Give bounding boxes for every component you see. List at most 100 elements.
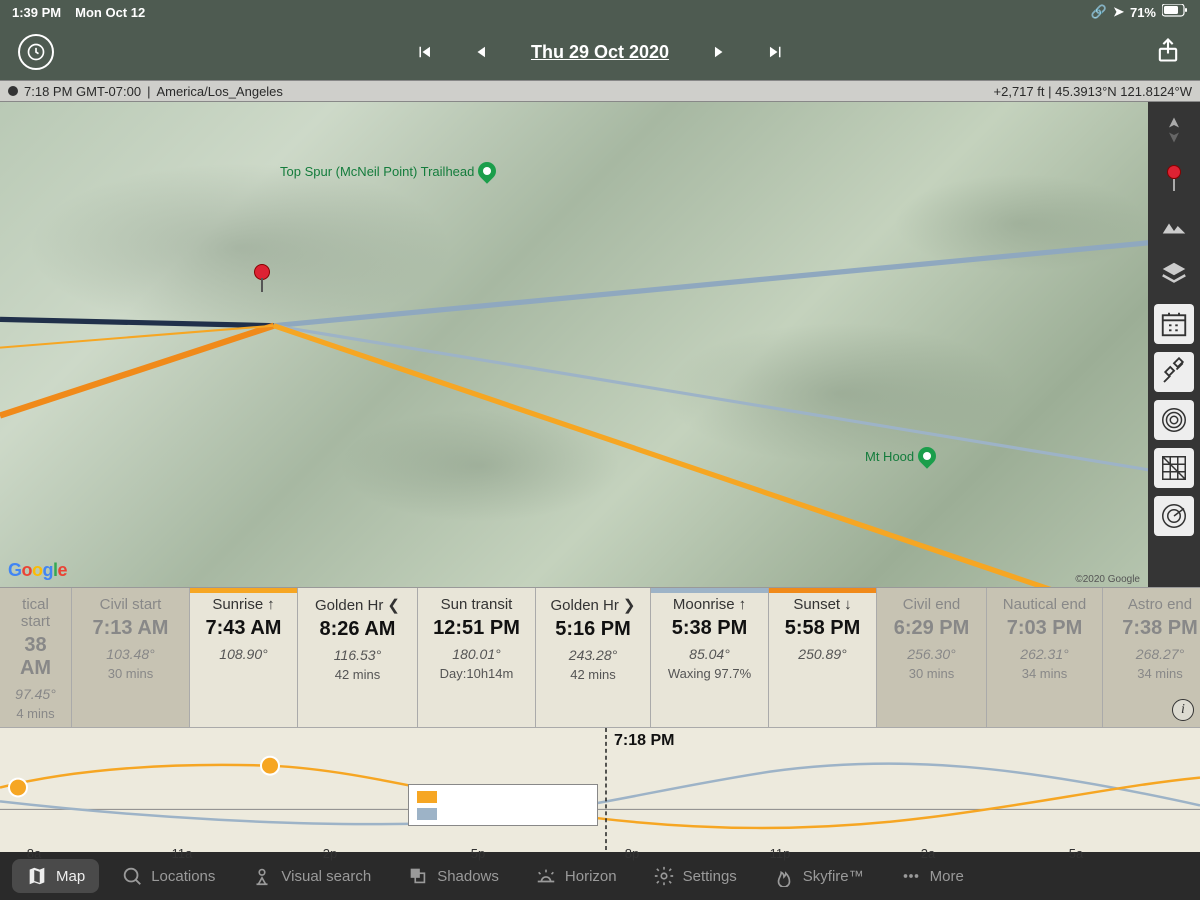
device-status-bar: 1:39 PM Mon Oct 12 🔗 ➤ 71% [0,0,1200,24]
nav-visual-search[interactable]: Visual search [237,859,385,893]
event-name: Civil start [82,596,179,613]
satellite-tool[interactable] [1154,352,1194,392]
legend-sun-value: 264.87° -14.58° [498,789,589,804]
nav-shadows[interactable]: Shadows [393,859,513,893]
selected-date[interactable]: Thu 29 Oct 2020 [531,42,669,63]
contour-tool[interactable] [1154,400,1194,440]
event-azimuth: 97.45° [10,686,61,702]
app-top-bar: Thu 29 Oct 2020 [0,24,1200,80]
terrain-tool[interactable] [1152,204,1196,248]
map-poi-label[interactable]: Top Spur (McNeil Point) Trailhead [280,162,496,180]
status-time: 1:39 PM [12,5,61,20]
radar-tool[interactable] [1154,496,1194,536]
pin-stem-icon [261,278,263,292]
clock-button[interactable] [18,34,54,70]
map-overlay-lines [0,102,1200,587]
nav-label: Horizon [565,868,617,885]
event-azimuth: 108.90° [200,646,287,662]
event-time: 8:26 AM [308,618,407,641]
nav-label: Map [56,868,85,885]
event-cell[interactable]: Sunset ↓5:58 PM250.89° [769,588,877,727]
nav-skyfire-[interactable]: Skyfire™ [759,859,878,893]
event-cell[interactable]: Sunrise ↑7:43 AM108.90° [190,588,298,727]
pin-tool[interactable] [1152,156,1196,200]
nav-settings[interactable]: Settings [639,859,751,893]
graph-tick: 2p [323,846,337,861]
graph-tick: 2a [921,846,935,861]
nav-label: Settings [683,868,737,885]
nav-horizon[interactable]: Horizon [521,859,631,893]
map-pin[interactable] [254,264,270,292]
compass-tool[interactable] [1152,108,1196,152]
current-time-marker: 7:18 PM [614,732,674,750]
nav-more[interactable]: More [886,859,978,893]
event-azimuth: 103.48° [82,646,179,662]
event-time: 7:38 PM [1113,617,1200,640]
event-time: 5:16 PM [546,618,640,641]
date-controls: Thu 29 Oct 2020 [415,42,785,63]
event-name: Golden Hr ❮ [308,596,407,614]
next-icon[interactable] [709,43,727,61]
elevation-graph[interactable]: 7:18 PM Sun 264.87° -14.58° Moon 102.41°… [0,727,1200,852]
graph-tick: 8a [27,846,41,861]
skip-back-icon[interactable] [415,43,433,61]
map-copyright: ©2020 Google [1075,574,1140,585]
map-poi-label[interactable]: Mt Hood [865,447,936,465]
info-coordinates: 45.3913°N 121.8124°W [1055,84,1192,99]
legend-moon-label: Moon [445,806,478,821]
event-cell[interactable]: Civil start 7:13 AM 103.48° 30 mins [72,588,190,727]
event-cell[interactable]: Golden Hr ❮8:26 AM116.53°42 mins [298,588,418,727]
map-view[interactable]: Top Spur (McNeil Point) Trailhead Mt Hood… [0,102,1200,587]
event-azimuth: 268.27° [1113,646,1200,662]
graph-tick: 11p [770,846,791,861]
event-cell[interactable]: Moonrise ↑5:38 PM85.04°Waxing 97.7% [651,588,769,727]
current-time-label: 7:18 PM [614,732,674,749]
event-time: 38 AM [10,634,61,680]
calendar-tool[interactable] [1154,304,1194,344]
event-extra: 4 mins [10,706,61,721]
layers-tool[interactable] [1152,252,1196,296]
nav-label: More [930,868,964,885]
event-name: Civil end [887,596,976,613]
event-extra: 30 mins [82,666,179,681]
event-cell[interactable]: Civil end6:29 PM256.30°30 mins [877,588,987,727]
event-time: 12:51 PM [428,617,525,640]
nav-label: Locations [151,868,215,885]
legend-sun-label: Sun [445,789,468,804]
event-extra: 34 mins [997,666,1092,681]
grid-tool[interactable] [1154,448,1194,488]
event-cell[interactable]: Nautical end7:03 PM262.31°34 mins [987,588,1103,727]
event-azimuth: 180.01° [428,646,525,662]
graph-svg [0,728,1200,852]
event-name: Golden Hr ❯ [546,596,640,614]
map-side-toolbar [1148,102,1200,587]
prev-icon[interactable] [473,43,491,61]
event-time: 7:13 AM [82,617,179,640]
event-extra: Waxing 97.7% [661,666,758,681]
share-button[interactable] [1154,36,1182,64]
legend-moon-swatch [417,808,437,820]
event-cell[interactable]: Sun transit12:51 PM180.01°Day:10h14m [418,588,536,727]
event-time: 5:58 PM [779,617,866,640]
nav-locations[interactable]: Locations [107,859,229,893]
google-logo: Google [8,560,67,581]
event-cell[interactable]: Golden Hr ❯5:16 PM243.28°42 mins [536,588,651,727]
event-name: Sunrise ↑ [200,596,287,613]
event-time: 6:29 PM [887,617,976,640]
event-name: Astro end [1113,596,1200,613]
event-extra: Day:10h14m [428,666,525,681]
event-extra: 42 mins [308,667,407,682]
graph-tick: 8p [625,846,639,861]
nav-map[interactable]: Map [12,859,99,893]
battery-icon [1162,4,1188,20]
graph-legend: Sun 264.87° -14.58° Moon 102.41°+16.55° [408,784,598,826]
event-azimuth: 256.30° [887,646,976,662]
nav-label: Skyfire™ [803,868,864,885]
graph-tick: 5a [1069,846,1083,861]
event-name: Moonrise ↑ [661,596,758,613]
sun-moon-events-row[interactable]: tical start38 AM97.45°4 minsCivil start7… [0,587,1200,727]
skip-forward-icon[interactable] [767,43,785,61]
event-cell[interactable]: tical start38 AM97.45°4 mins [0,588,72,727]
events-info-button[interactable]: i [1172,699,1194,721]
location-icon: ➤ [1113,4,1124,20]
